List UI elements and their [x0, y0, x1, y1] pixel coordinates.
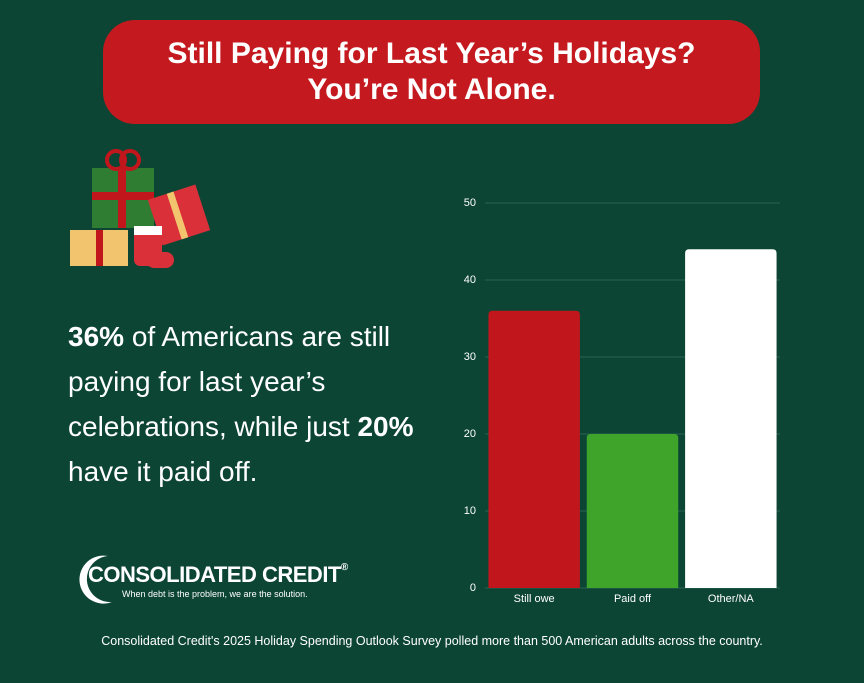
text: have it paid off.: [68, 456, 258, 487]
bar: [488, 310, 580, 588]
title-line: You’re Not Alone.: [307, 73, 556, 106]
y-tick-label: 20: [464, 428, 476, 440]
statement: 36% of Americans are still paying for la…: [68, 314, 458, 494]
logo-swoosh: [79, 555, 112, 604]
highlight: 20%: [357, 411, 414, 442]
title-banner: Still Paying for Last Year’s Holidays? Y…: [103, 20, 760, 124]
text: of Americans are still paying for last y…: [68, 321, 391, 442]
logo-tagline: When debt is the problem, we are the sol…: [122, 589, 308, 599]
x-tick-label: Other/NA: [708, 593, 755, 605]
y-tick-label: 40: [464, 274, 476, 286]
bar: [586, 434, 679, 588]
y-tick-label: 30: [464, 351, 476, 363]
highlight: 36%: [68, 321, 125, 352]
y-tick-label: 0: [470, 582, 476, 594]
logo-name: CONSOLIDATED CREDIT®: [88, 562, 348, 588]
x-tick-label: Paid off: [614, 593, 652, 605]
footnote: Consolidated Credit's 2025 Holiday Spend…: [101, 634, 763, 648]
y-tick-label: 50: [464, 197, 476, 209]
logo-mark: ®: [340, 562, 348, 573]
title-line: Still Paying for Last Year’s Holidays?: [167, 37, 696, 70]
logo-text: CONSOLIDATED CREDIT: [88, 562, 341, 587]
x-tick-label: Still owe: [514, 593, 555, 605]
y-tick-label: 10: [464, 505, 476, 517]
gifts-illustration: [70, 149, 211, 268]
bar: [685, 249, 777, 588]
